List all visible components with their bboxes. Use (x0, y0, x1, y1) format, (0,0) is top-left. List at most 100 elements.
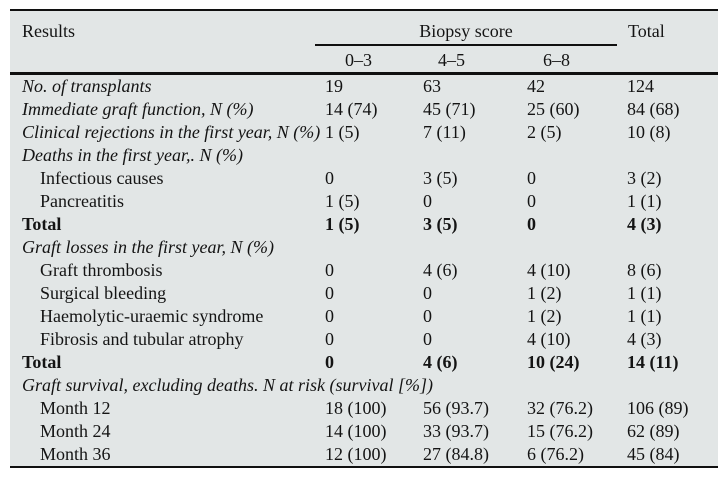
cell-value: 7 (11) (423, 122, 466, 142)
table-row: Month 12 18 (100) 56 (93.7) 32 (76.2) 106 (8… (10, 397, 718, 420)
table-row: Fibrosis and tubular atrophy 0 0 4 (10) 4 (3… (10, 328, 718, 351)
cell-value: 4 (6) (423, 352, 458, 372)
cell-value: 4 (10) (527, 260, 571, 280)
cell-value: 0 (325, 260, 334, 280)
cell-value: 14 (100) (325, 421, 387, 441)
table-row: Haemolytic-uraemic syndrome 0 0 1 (2) 1 (1) (10, 305, 718, 328)
results-column-header: Results (22, 21, 76, 41)
cell-value: 10 (24) (527, 352, 580, 372)
row-label: Deaths in the first year,. N (%) (22, 145, 243, 165)
cell-value: 0 (325, 329, 334, 349)
results-table: Results Biopsy score Total 0–3 4–5 6–8 No.… (10, 9, 718, 468)
table-row: Deaths in the first year,. N (%) (10, 144, 718, 167)
cell-value: 2 (5) (527, 122, 562, 142)
cell-value: 4 (3) (627, 329, 662, 349)
cell-value: 45 (84) (627, 444, 680, 464)
biopsy-score-range-header: 4–5 (438, 50, 465, 70)
cell-value: 1 (1) (627, 283, 662, 303)
cell-value: 4 (3) (627, 214, 662, 234)
row-label: Month 12 (40, 398, 111, 418)
row-label: Graft survival, excluding deaths. N at r… (22, 375, 433, 395)
cell-value: 62 (89) (627, 421, 680, 441)
cell-value: 33 (93.7) (423, 421, 489, 441)
cell-value: 8 (6) (627, 260, 662, 280)
cell-value: 0 (325, 306, 334, 326)
table-row: Month 24 14 (100) 33 (93.7) 15 (76.2) 62 (89… (10, 420, 718, 443)
cell-value: 1 (2) (527, 306, 562, 326)
row-label: Surgical bleeding (40, 283, 167, 303)
total-column-header: Total (628, 21, 665, 41)
cell-value: 4 (10) (527, 329, 571, 349)
cell-value: 3 (5) (423, 168, 458, 188)
row-label: Total (22, 214, 62, 234)
cell-value: 0 (325, 352, 334, 372)
row-label: Haemolytic-uraemic syndrome (40, 306, 264, 326)
biopsy-score-header: Biopsy score (419, 21, 513, 41)
cell-value: 6 (76.2) (527, 444, 584, 464)
cell-value: 14 (74) (325, 99, 378, 119)
row-label: Month 36 (40, 444, 111, 464)
cell-value: 106 (89) (627, 398, 689, 418)
biopsy-score-range-header: 6–8 (543, 50, 570, 70)
cell-value: 84 (68) (627, 99, 680, 119)
cell-value: 0 (527, 214, 536, 234)
cell-value: 1 (2) (527, 283, 562, 303)
cell-value: 32 (76.2) (527, 398, 593, 418)
cell-value: 124 (627, 76, 654, 96)
cell-value: 1 (1) (627, 191, 662, 211)
row-label: Immediate graft function, N (%) (22, 99, 254, 119)
row-label: Graft losses in the first year, N (%) (22, 237, 274, 257)
cell-value: 12 (100) (325, 444, 387, 464)
biopsy-score-underline (315, 44, 617, 46)
row-label: Infectious causes (40, 168, 164, 188)
cell-value: 1 (1) (627, 306, 662, 326)
cell-value: 0 (325, 168, 334, 188)
row-label: Graft thrombosis (40, 260, 163, 280)
cell-value: 0 (423, 329, 432, 349)
cell-value: 1 (5) (325, 214, 360, 234)
cell-value: 0 (325, 283, 334, 303)
cell-value: 45 (71) (423, 99, 476, 119)
cell-value: 63 (423, 76, 441, 96)
cell-value: 56 (93.7) (423, 398, 489, 418)
row-label: Pancreatitis (40, 191, 124, 211)
header-divider-rule (10, 72, 718, 75)
cell-value: 10 (8) (627, 122, 671, 142)
table-row: Clinical rejections in the first year, N… (10, 121, 718, 144)
cell-value: 0 (527, 168, 536, 188)
table-body: No. of transplants 19 63 42 124 Immediate gra… (10, 75, 718, 466)
table-row: No. of transplants 19 63 42 124 (10, 75, 718, 98)
cell-value: 1 (5) (325, 191, 360, 211)
cell-value: 18 (100) (325, 398, 387, 418)
row-label: No. of transplants (22, 76, 152, 96)
table-header: Results Biopsy score Total 0–3 4–5 6–8 (10, 11, 718, 75)
row-label: Total (22, 352, 62, 372)
cell-value: 15 (76.2) (527, 421, 593, 441)
cell-value: 14 (11) (627, 352, 679, 372)
cell-value: 27 (84.8) (423, 444, 489, 464)
cell-value: 0 (423, 306, 432, 326)
cell-value: 1 (5) (325, 122, 360, 142)
table-row: Graft survival, excluding deaths. N at r… (10, 374, 718, 397)
table-row: Total 1 (5) 3 (5) 0 4 (3) (10, 213, 718, 236)
cell-value: 19 (325, 76, 343, 96)
cell-value: 42 (527, 76, 545, 96)
cell-value: 25 (60) (527, 99, 580, 119)
cell-value: 0 (423, 283, 432, 303)
table-row: Infectious causes 0 3 (5) 0 3 (2) (10, 167, 718, 190)
cell-value: 4 (6) (423, 260, 458, 280)
table-row: Immediate graft function, N (%) 14 (74) 45… (10, 98, 718, 121)
table-row: Total 0 4 (6) 10 (24) 14 (11) (10, 351, 718, 374)
row-label: Fibrosis and tubular atrophy (40, 329, 244, 349)
biopsy-score-range-header: 0–3 (345, 50, 372, 70)
row-label: Month 24 (40, 421, 111, 441)
table-row: Graft losses in the first year, N (%) (10, 236, 718, 259)
cell-value: 3 (5) (423, 214, 458, 234)
table-row: Month 36 12 (100) 27 (84.8) 6 (76.2) 45 (84) (10, 443, 718, 466)
cell-value: 3 (2) (627, 168, 662, 188)
table-row: Surgical bleeding 0 0 1 (2) 1 (1) (10, 282, 718, 305)
row-label: Clinical rejections in the first year, N… (22, 122, 321, 142)
table-row: Graft thrombosis 0 4 (6) 4 (10) 8 (6) (10, 259, 718, 282)
cell-value: 0 (527, 191, 536, 211)
cell-value: 0 (423, 191, 432, 211)
